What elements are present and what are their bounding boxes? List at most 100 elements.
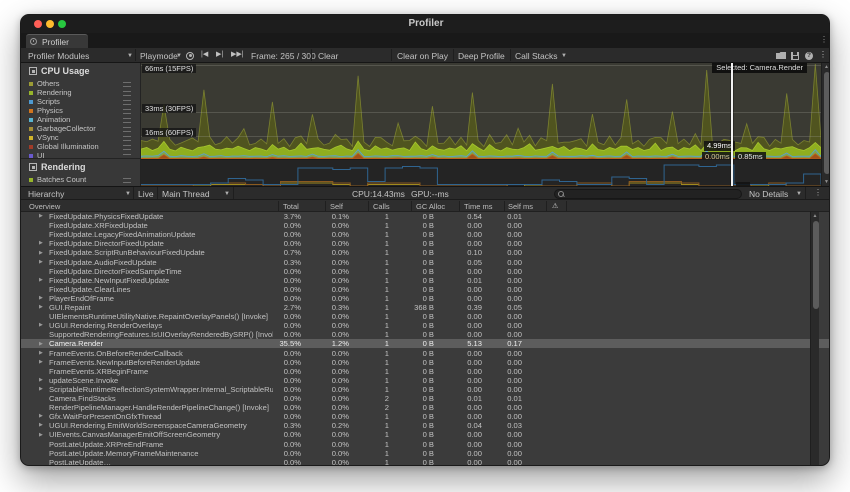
legend-drag-handle[interactable] (123, 178, 131, 183)
scroll-down-icon[interactable]: ▼ (824, 179, 829, 185)
expand-arrow-icon[interactable]: ▶ (39, 340, 43, 347)
expand-arrow-icon[interactable]: ▶ (39, 422, 43, 429)
legend-item-garbagecollector[interactable]: GarbageCollector (29, 124, 137, 133)
clear-button[interactable]: Clear (318, 51, 339, 61)
legend-item-batches-count[interactable]: Batches Count (29, 175, 137, 184)
legend-item-others[interactable]: Others (29, 79, 137, 88)
legend-drag-handle[interactable] (123, 91, 131, 96)
kebab-menu-icon[interactable]: ⋮ (819, 50, 827, 59)
table-row[interactable]: FixedUpdate.XRFixedUpdate 0.0% 0.0% 1 0 B 0.0… (21, 221, 829, 230)
legend-drag-handle[interactable] (123, 145, 131, 150)
table-row[interactable]: ▶ FrameEvents.NewInputBeforeRenderUpdate 0… (21, 358, 829, 367)
legend-drag-handle[interactable] (123, 118, 131, 123)
expand-arrow-icon[interactable]: ▶ (39, 276, 43, 283)
table-row[interactable]: ▶ GUI.Repaint 2.7% 0.3% 1 368 B 0.39 0.05 (21, 303, 829, 312)
expand-arrow-icon[interactable]: ▶ (39, 358, 43, 365)
selected-frame-line[interactable] (731, 63, 733, 186)
table-row[interactable]: FixedUpdate.LegacyFixedAnimationUpdate 0.… (21, 230, 829, 239)
expand-arrow-icon[interactable]: ▶ (39, 322, 43, 329)
warning-column-icon[interactable]: ⚠ (552, 202, 559, 210)
expand-arrow-icon[interactable]: ▶ (39, 386, 43, 393)
table-row[interactable]: FrameEvents.XRBeginFrame 0.0% 0.0% 1 0 B 0.00… (21, 367, 829, 376)
column-gc-alloc[interactable]: GC Alloc (416, 202, 446, 211)
table-row[interactable]: PostLateUpdate… 0.0% 0.0% 1 0 B 0.00 0.00 (21, 458, 829, 465)
table-row[interactable]: ▶ Gfx.WaitForPresentOnGfxThread 0.0% 0.0% 1 0… (21, 412, 829, 421)
column-calls[interactable]: Calls (373, 202, 390, 211)
table-row[interactable]: UIElementsRuntimeUtilityNative.RepaintOv… (21, 312, 829, 321)
tab-profiler[interactable]: Profiler (26, 34, 88, 48)
table-row[interactable]: PostLateUpdate.XRPreEndFrame 0.0% 0.0% 1 0 B… (21, 440, 829, 449)
legend-drag-handle[interactable] (123, 136, 131, 141)
cpu-usage-chart[interactable]: 66ms (15FPS) 33ms (30FPS) 16ms (60FPS) S… (141, 63, 821, 159)
table-row[interactable]: ▶ Camera.Render 35.5% 1.2% 1 0 B 5.13 0.17 (21, 339, 829, 349)
table-row[interactable]: Camera.FindStacks 0.0% 0.0% 2 0 B 0.01 0.01 (21, 394, 829, 403)
cpu-usage-header[interactable]: CPU Usage (41, 66, 90, 76)
legend-item-rendering[interactable]: Rendering (29, 88, 137, 97)
search-input[interactable] (554, 188, 742, 199)
legend-item-scripts[interactable]: Scripts (29, 97, 137, 106)
details-dropdown[interactable]: No Details (749, 189, 789, 199)
playmode-dropdown[interactable]: Playmode (140, 51, 178, 61)
hierarchy-mode-dropdown[interactable]: Hierarchy (28, 189, 65, 199)
column-overview[interactable]: Overview (29, 202, 61, 211)
legend-item-physics[interactable]: Physics (29, 106, 137, 115)
legend-drag-handle[interactable] (123, 82, 131, 87)
table-row[interactable]: SupportedRenderingFeatures.IsUIOverlayRe… (21, 330, 829, 339)
legend-drag-handle[interactable] (123, 100, 131, 105)
kebab-menu-icon[interactable]: ⋮ (814, 188, 822, 197)
expand-arrow-icon[interactable]: ▶ (39, 413, 43, 420)
column-self-ms[interactable]: Self ms (508, 202, 534, 211)
clear-on-play-toggle[interactable]: Clear on Play (397, 51, 449, 61)
save-icon[interactable] (791, 51, 799, 60)
table-row[interactable]: ▶ updateScene.Invoke 0.0% 0.0% 1 0 B 0.00 0.00 (21, 376, 829, 385)
expand-arrow-icon[interactable]: ▶ (39, 258, 43, 265)
table-row[interactable]: ▶ FixedUpdate.AudioFixedUpdate 0.3% 0.0% 1 0 … (21, 258, 829, 267)
scroll-up-icon[interactable]: ▲ (812, 213, 818, 219)
legend-item-vsync[interactable]: VSync (29, 133, 137, 142)
table-row[interactable]: PostLateUpdate.MemoryFrameMaintenance 0.0… (21, 449, 829, 458)
table-row[interactable]: ▶ PlayerEndOfFrame 0.0% 0.0% 1 0 B 0.00 0.00 (21, 294, 829, 303)
expand-arrow-icon[interactable]: ▶ (39, 249, 43, 256)
live-toggle[interactable]: Live (138, 189, 154, 199)
chart-scrollbar[interactable]: ▲ ▼ (821, 63, 829, 186)
expand-arrow-icon[interactable]: ▶ (39, 295, 43, 302)
table-scrollbar[interactable]: ▲ (810, 212, 819, 465)
call-stacks-dropdown[interactable]: Call Stacks (515, 51, 558, 61)
column-total[interactable]: Total (283, 202, 299, 211)
thread-dropdown[interactable]: Main Thread (162, 189, 210, 199)
table-row[interactable]: ▶ UIEvents.CanvasManagerEmitOffScreenGeom… (21, 430, 829, 439)
tab-overflow-icon[interactable]: ⋮ (820, 35, 828, 44)
help-icon[interactable]: ? (805, 51, 813, 60)
expand-arrow-icon[interactable]: ▶ (39, 349, 43, 356)
next-frame-button[interactable]: ▶| (216, 51, 224, 58)
legend-item-global-illumination[interactable]: Global Illumination (29, 142, 137, 151)
expand-arrow-icon[interactable]: ▶ (39, 376, 43, 383)
table-row[interactable]: ▶ FixedUpdate.NewInputFixedUpdate 0.0% 0.0%… (21, 276, 829, 285)
scroll-up-icon[interactable]: ▲ (824, 64, 829, 70)
table-row[interactable]: FixedUpdate.DirectorFixedSampleTime 0.0% 0… (21, 267, 829, 276)
legend-drag-handle[interactable] (123, 109, 131, 114)
table-row[interactable]: ▶ FixedUpdate.DirectorFixedUpdate 0.0% 0.0%… (21, 239, 829, 248)
close-button[interactable] (34, 20, 42, 28)
last-frame-button[interactable]: ▶▶| (231, 51, 244, 58)
prev-frame-button[interactable]: |◀ (201, 51, 209, 58)
profiler-modules-dropdown[interactable]: Profiler Modules (28, 51, 90, 61)
column-time-ms[interactable]: Time ms (464, 202, 493, 211)
legend-item-animation[interactable]: Animation (29, 115, 137, 124)
legend-drag-handle[interactable] (123, 127, 131, 132)
expand-arrow-icon[interactable]: ▶ (39, 240, 43, 247)
table-row[interactable]: ▶ FrameEvents.OnBeforeRenderCallback 0.0% 0… (21, 349, 829, 358)
zoom-button[interactable] (58, 20, 66, 28)
table-scrollbar-thumb[interactable] (812, 221, 819, 309)
rendering-chart[interactable]: … (141, 159, 821, 186)
table-row[interactable]: ▶ UGUI.Rendering.RenderOverlays 0.0% 0.0% 1 0… (21, 321, 829, 330)
chart-scrollbar-thumb[interactable] (823, 72, 829, 174)
deep-profile-toggle[interactable]: Deep Profile (458, 51, 505, 61)
record-button[interactable] (186, 51, 194, 60)
rendering-header[interactable]: Rendering (41, 162, 86, 172)
table-row[interactable]: ▶ FixedUpdate.PhysicsFixedUpdate 3.7% 0.1% 1… (21, 212, 829, 221)
expand-arrow-icon[interactable]: ▶ (39, 304, 43, 311)
table-row[interactable]: FixedUpdate.ClearLines 0.0% 0.0% 1 0 B 0.00 0.… (21, 285, 829, 294)
table-row[interactable]: ▶ ScriptableRuntimeReflectionSystemWrappe… (21, 385, 829, 394)
load-icon[interactable] (776, 52, 786, 59)
